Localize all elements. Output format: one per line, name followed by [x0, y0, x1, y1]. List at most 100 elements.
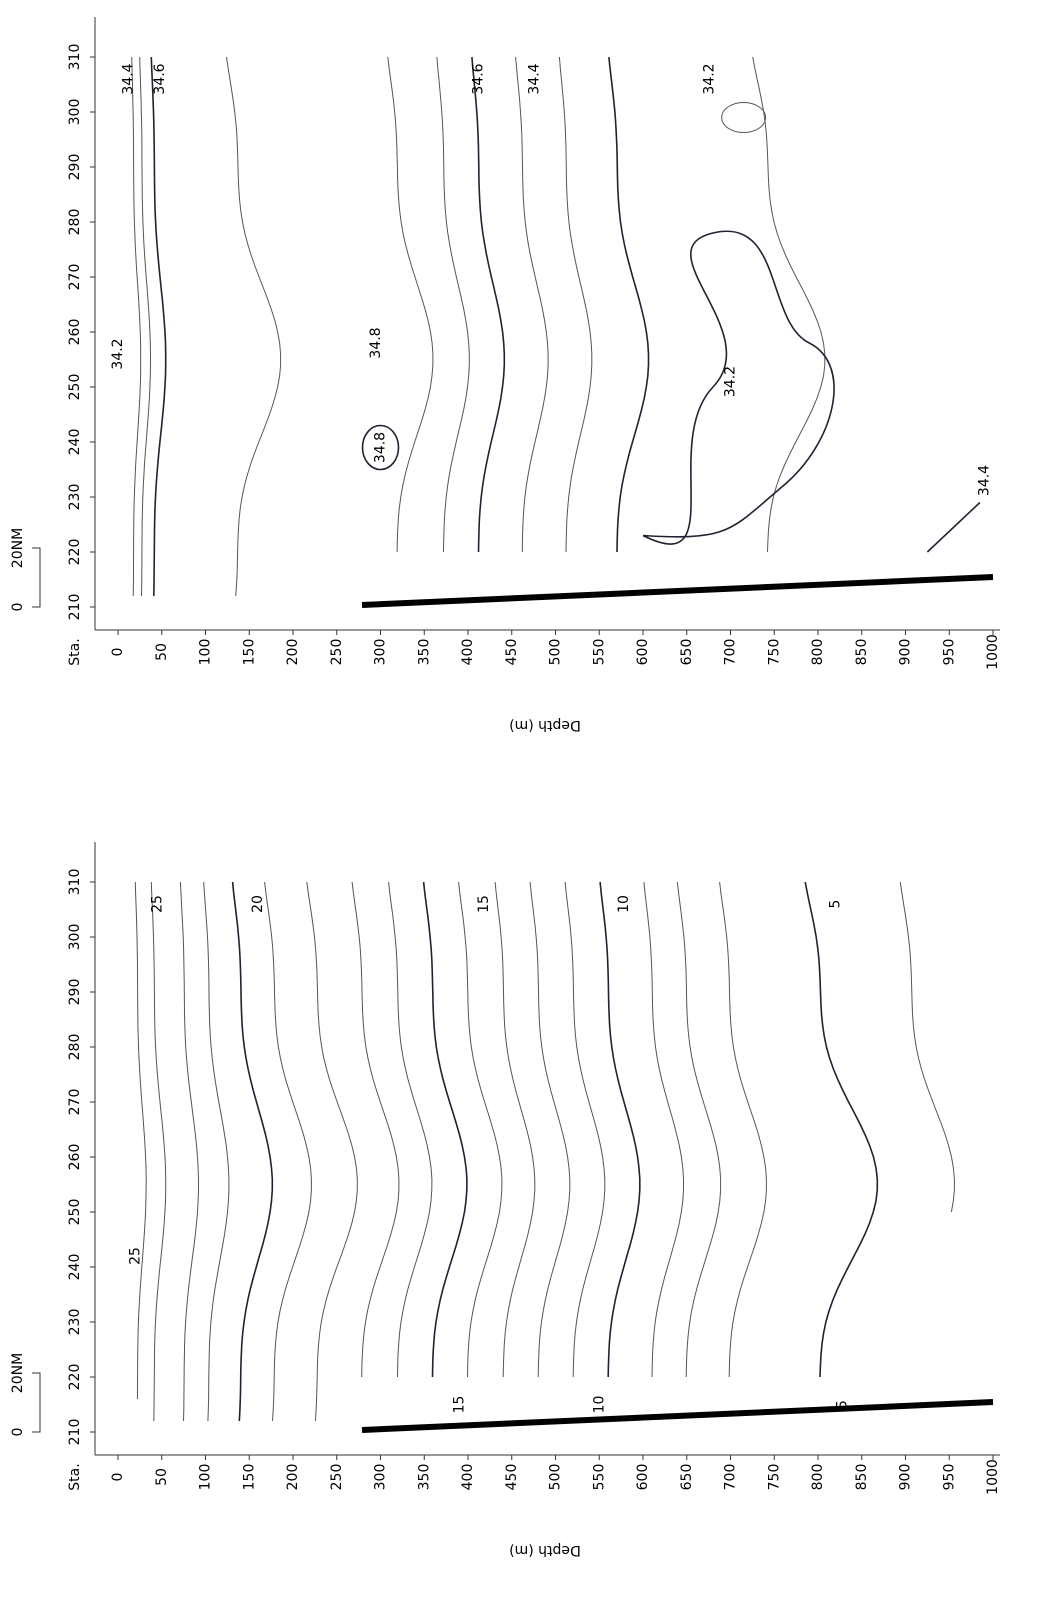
contour-line	[264, 881, 312, 1422]
contour-line	[458, 881, 503, 1378]
bottom-line	[361, 574, 994, 608]
x-axis-label: Depth (m)	[509, 1542, 581, 1558]
contour-line	[387, 56, 434, 553]
x-tick-label: 950	[941, 639, 957, 666]
contour-plot: 0 50 100 150 200 250 300 350 400 450 500 550 600 650 7…	[10, 17, 1001, 733]
x-tick-label: 500	[548, 1464, 564, 1491]
scale-bar-zero: 0	[10, 603, 26, 612]
x-tick-label: 200	[285, 639, 301, 666]
contour-label: 34.8	[368, 327, 384, 358]
x-tick-label: 250	[329, 639, 345, 666]
contour-line	[361, 424, 400, 471]
x-tick-label: 650	[679, 1464, 695, 1491]
contour-line	[150, 881, 167, 1422]
contour-line	[139, 56, 151, 597]
contour-line	[179, 881, 199, 1422]
contour-line	[150, 56, 167, 597]
x-tick-label: 400	[460, 1464, 476, 1491]
x-tick-label: 850	[854, 1464, 870, 1491]
contour-label: 34.2	[723, 366, 739, 397]
y-tick-label: 230	[67, 484, 83, 511]
contour-line	[131, 56, 142, 597]
contour-label: 25	[128, 1247, 144, 1265]
x-tick-label: 750	[766, 1464, 782, 1491]
y-tick-label: 280	[67, 209, 83, 236]
contour-line	[643, 881, 684, 1378]
contour-label: 5	[828, 900, 844, 909]
contour-line	[515, 56, 549, 553]
contour-line	[226, 56, 282, 597]
y-tick-label: 260	[67, 1144, 83, 1171]
y-tick-label: 300	[67, 99, 83, 126]
scale-bar-label: 20NM	[10, 528, 26, 568]
scale-bar	[32, 1372, 41, 1433]
contour-line	[642, 230, 835, 545]
y-tick-label: 220	[67, 1364, 83, 1391]
y-tick-label: 300	[67, 924, 83, 951]
y-axis-label: Sta.	[67, 1463, 83, 1490]
x-tick-label: 900	[898, 639, 914, 666]
contour-label: 34.8	[373, 432, 389, 463]
scale-bar-zero: 0	[10, 1428, 26, 1437]
y-tick-label: 230	[67, 1309, 83, 1336]
x-tick-label: 1000	[985, 1459, 1001, 1495]
contour-label: 34.4	[976, 465, 992, 496]
x-tick-label: 100	[198, 1464, 214, 1491]
contour-label: 25	[149, 895, 165, 913]
x-axis-label: Depth (m)	[509, 717, 581, 733]
x-tick-label: 450	[504, 1464, 520, 1491]
y-tick-label: 240	[67, 429, 83, 456]
contour-label: 10	[591, 1396, 607, 1414]
contour-label: 34.6	[471, 63, 487, 94]
contour-line	[608, 56, 650, 553]
contour-label: 5	[835, 1400, 851, 1409]
contour-line	[676, 881, 722, 1378]
x-tick-label: 350	[416, 1464, 432, 1491]
contour-label: 34.4	[527, 63, 543, 94]
y-tick-label: 270	[67, 264, 83, 291]
x-tick-label: 850	[854, 639, 870, 666]
bottom-line	[361, 1399, 994, 1433]
x-tick-label: 250	[329, 1464, 345, 1491]
contour-line	[599, 881, 641, 1378]
contour-label: 34.2	[110, 338, 126, 369]
x-tick-label: 700	[723, 1464, 739, 1491]
y-tick-label: 270	[67, 1089, 83, 1116]
y-axis-label: Sta.	[67, 638, 83, 665]
x-tick-label: 300	[373, 1464, 389, 1491]
y-tick-label: 250	[67, 1199, 83, 1226]
x-tick-label: 50	[154, 643, 170, 661]
y-tick-label: 210	[67, 1419, 83, 1446]
y-tick-label: 260	[67, 319, 83, 346]
x-tick-label: 550	[591, 1464, 607, 1491]
contour-line	[721, 102, 767, 133]
contour-line	[351, 881, 400, 1378]
x-tick-label: 800	[810, 639, 826, 666]
x-tick-label: 0	[110, 648, 126, 657]
contour-line	[231, 881, 274, 1422]
x-tick-label: 1000	[985, 634, 1001, 670]
contour-label: 10	[616, 895, 632, 913]
x-tick-label: 200	[285, 1464, 301, 1491]
contour-line	[134, 881, 147, 1400]
x-tick-label: 950	[941, 1464, 957, 1491]
contour-label: 20	[250, 895, 266, 913]
x-tick-label: 500	[548, 639, 564, 666]
y-tick-label: 280	[67, 1034, 83, 1061]
contour-line	[752, 56, 826, 553]
x-tick-label: 50	[154, 1468, 170, 1486]
contour-line	[203, 881, 230, 1422]
y-tick-label: 310	[67, 869, 83, 896]
contour-label: 34.2	[702, 63, 718, 94]
x-tick-label: 900	[898, 1464, 914, 1491]
y-tick-label: 240	[67, 1254, 83, 1281]
contour-line	[529, 881, 571, 1378]
x-tick-label: 0	[110, 1473, 126, 1482]
contour-line	[899, 881, 955, 1213]
y-tick-label: 290	[67, 979, 83, 1006]
contour-label: 15	[476, 895, 492, 913]
y-tick-label: 220	[67, 539, 83, 566]
contour-line	[558, 56, 593, 553]
contour-line	[436, 56, 470, 553]
